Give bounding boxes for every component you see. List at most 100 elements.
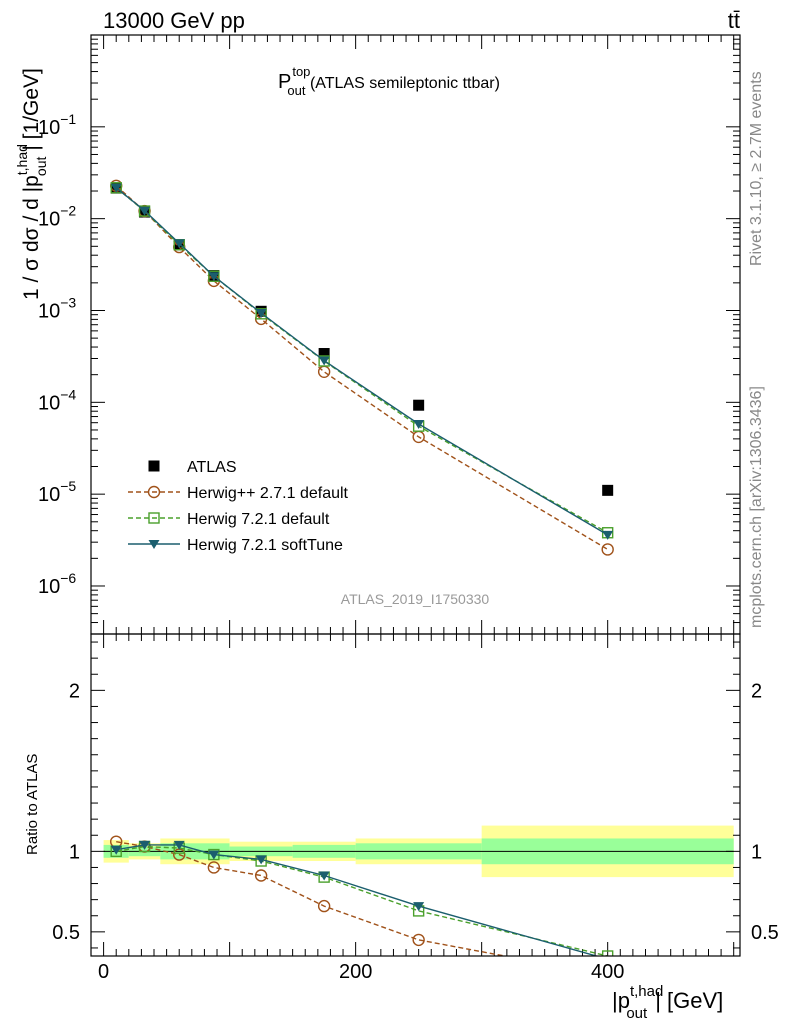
ratio-line-herwig721 (116, 845, 608, 956)
legend-marker (148, 460, 160, 472)
legend-label: Herwig++ 2.7.1 default (187, 485, 349, 502)
ratio-y-tick-label-left: 1 (69, 841, 80, 863)
data-point-softtune (602, 530, 614, 540)
legend-entry-softtune: Herwig 7.2.1 softTune (128, 537, 343, 554)
y-tick-label-exp: −2 (60, 203, 76, 219)
plot-title-main: P (278, 71, 291, 93)
series-line-herwig721 (115, 187, 609, 534)
ratio-panel: 0.5 0.5 1 1 2 2 (52, 633, 779, 957)
data-point-atlas (602, 484, 614, 496)
ratio-y-tick-label-left: 0.5 (52, 922, 80, 944)
ratio-y-tick-label-right: 1 (751, 841, 762, 863)
legend-label: ATLAS (187, 459, 237, 476)
data-point-softtune (255, 308, 267, 318)
y-tick-label-base: 10 (38, 392, 60, 414)
data-point-softtune (173, 239, 185, 249)
main-panel-series (110, 179, 614, 556)
data-point-herwig721 (255, 308, 267, 320)
data-point-softtune (413, 420, 425, 430)
legend-entry-atlas: ATLAS (148, 459, 237, 476)
data-point-softtune (139, 206, 151, 216)
ratio-point-herwig721 (601, 950, 614, 956)
y-label-pre: 1 / σ dσ / d |p (20, 175, 43, 300)
y-axis-label-ratio: Ratio to ATLAS (24, 754, 41, 855)
ratio-point-softtune (110, 845, 122, 855)
ratio-series-softtune (110, 840, 599, 956)
y-tick-label: 10−3 (38, 294, 76, 322)
ratio-panel-series (110, 835, 614, 956)
collision-label: 13000 GeV pp (103, 8, 245, 33)
ratio-point-herwigpp (412, 933, 425, 947)
ratio-panel-ticks (90, 634, 740, 956)
data-point-herwig721 (318, 355, 330, 367)
plot-title-sub: out (287, 83, 305, 98)
ratio-y-tick-label-left: 2 (69, 680, 80, 702)
x-label-pre: |p (612, 988, 630, 1013)
x-axis-label: |pt,had out | [GeV] (612, 983, 723, 1022)
legend-entry-herwig721: Herwig 7.2.1 default (128, 511, 330, 528)
ratio-line-softtune (116, 844, 599, 956)
main-panel-tick-labels: 10−110−210−310−410−510−6 (38, 111, 76, 598)
x-label-sup: t,had (630, 983, 663, 1000)
legend-marker (147, 485, 161, 499)
y-tick-label-base: 10 (38, 484, 60, 506)
x-label-sub: out (626, 1005, 648, 1022)
ratio-point-softtune (255, 855, 267, 865)
ratio-panel-tick-labels: 0.5 0.5 1 1 2 2 (52, 680, 779, 944)
y-tick-label-exp: −1 (60, 111, 76, 127)
data-point-herwig721 (138, 205, 151, 217)
y-tick-label-base: 10 (38, 576, 60, 598)
x-tick-label: 200 (339, 961, 372, 983)
analysis-watermark: ATLAS_2019_I1750330 (341, 591, 490, 607)
plot-title: Ptop out (ATLAS semileptonic ttbar) (278, 64, 500, 98)
data-point-softtune (208, 272, 220, 282)
legend: ATLAS Herwig++ 2.7.1 default Herwig 7.2.1 … (128, 459, 349, 554)
y-axis-label-main: 1 / σ dσ / d |pt,had out | [1/GeV] (14, 68, 49, 300)
rivet-version-label: Rivet 3.1.10, ≥ 2.7M events (748, 71, 765, 266)
y-tick-label-exp: −6 (60, 570, 76, 586)
y-tick-label-base: 10 (38, 300, 60, 322)
data-point-herwigpp (601, 543, 614, 556)
legend-label: Herwig 7.2.1 softTune (187, 537, 343, 554)
ratio-point-softtune (413, 902, 425, 912)
y-tick-label-exp: −4 (60, 386, 76, 402)
data-point-atlas (318, 348, 330, 360)
ratio-point-herwigpp (254, 869, 268, 882)
data-point-softtune (318, 356, 330, 366)
ratio-y-tick-label-right: 0.5 (751, 922, 779, 944)
ratio-point-herwigpp (207, 861, 221, 874)
y-tick-label-exp: −5 (60, 478, 76, 494)
y-tick-label-exp: −3 (60, 294, 76, 310)
process-label: tt̄ (728, 8, 740, 33)
y-label-post: | [1/GeV] (20, 68, 43, 151)
x-tick-label: 0 (98, 961, 109, 983)
ratio-point-softtune (318, 871, 330, 881)
x-label-post: | [GeV] (655, 988, 723, 1013)
ratio-y-tick-label-right: 2 (751, 680, 762, 702)
x-tick-label: 400 (591, 961, 624, 983)
plot-title-sup: top (292, 64, 310, 79)
ratio-point-herwigpp (317, 899, 331, 913)
series-line-softtune (115, 187, 609, 536)
legend-marker (148, 540, 160, 549)
legend-entry-herwigpp: Herwig++ 2.7.1 default (128, 485, 349, 502)
y-tick-label: 10−5 (38, 478, 76, 506)
y-tick-label-base: 10 (38, 209, 60, 231)
data-point-softtune (110, 183, 122, 193)
series-softtune (110, 183, 614, 540)
ratio-panel-frame (90, 633, 741, 957)
ratio-point-softtune (139, 840, 151, 850)
legend-label: Herwig 7.2.1 default (187, 511, 330, 528)
y-tick-label: 10−4 (38, 386, 76, 414)
y-label-sup: t,had (14, 144, 30, 175)
y-tick-label-base: 10 (38, 117, 60, 139)
plot-title-rest: (ATLAS semileptonic ttbar) (306, 75, 500, 92)
y-tick-label: 10−6 (38, 570, 76, 598)
main-panel-ticks (90, 34, 740, 635)
x-axis-tick-labels: 0 200 400 (98, 961, 624, 983)
data-point-herwigpp (317, 365, 331, 378)
y-tick-label: 10−2 (38, 203, 76, 231)
legend-marker (148, 512, 160, 524)
